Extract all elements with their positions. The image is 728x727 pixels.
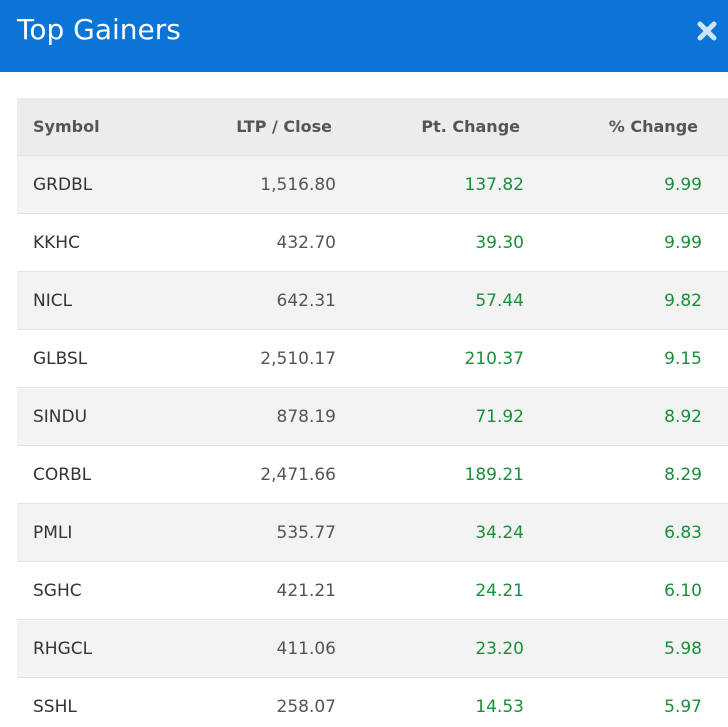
table-cell: 1,516.80 (260, 175, 336, 195)
table-row: SGHC 421.21 24.21 6.10 (17, 562, 728, 620)
table-cell: SINDU (33, 407, 88, 427)
table-row: GLBSL 2,510.17 210.37 9.15 (17, 330, 728, 388)
table-cell: 432.70 (276, 233, 336, 253)
table-cell: NICL (33, 291, 73, 311)
table-cell: 39.30 (475, 233, 524, 253)
column-header: Symbol (33, 117, 100, 136)
table-row: KKHC 432.70 39.30 9.99 (17, 214, 728, 272)
table-cell: 14.53 (475, 697, 524, 717)
table-cell: 421.21 (276, 581, 336, 601)
table-cell: 8.29 (664, 465, 702, 485)
table-cell: 258.07 (276, 697, 336, 717)
table-cell: 2,471.66 (260, 465, 336, 485)
header-bar: Top Gainers (0, 0, 728, 72)
table-cell: 6.10 (664, 581, 702, 601)
table-cell: 71.92 (475, 407, 524, 427)
table-cell: SSHL (33, 697, 77, 717)
table-cell: 24.21 (475, 581, 524, 601)
table-cell: 9.15 (664, 349, 702, 369)
table-cell: GLBSL (33, 349, 88, 369)
table-cell: 137.82 (464, 175, 524, 195)
table-cell: RHGCL (33, 639, 93, 659)
table-cell: 6.83 (664, 523, 702, 543)
column-header: LTP / Close (236, 117, 332, 136)
column-header: Pt. Change (421, 117, 520, 136)
table-cell: GRDBL (33, 175, 93, 195)
table-cell: 2,510.17 (260, 349, 336, 369)
table-row: GRDBL 1,516.80 137.82 9.99 (17, 156, 728, 214)
table-row: PMLI 535.77 34.24 6.83 (17, 504, 728, 562)
table-cell: 642.31 (276, 291, 336, 311)
table-cell: 210.37 (464, 349, 524, 369)
table: Symbol LTP / Close Pt. Change % Change GRDBL… (17, 98, 728, 727)
title: Top Gainers (17, 13, 181, 46)
table-cell: 34.24 (475, 523, 524, 543)
table-cell: 57.44 (475, 291, 524, 311)
table-row: NICL 642.31 57.44 9.82 (17, 272, 728, 330)
table-row: CORBL 2,471.66 189.21 8.29 (17, 446, 728, 504)
table-cell: KKHC (33, 233, 80, 253)
column-header: % Change (608, 117, 698, 136)
table-row: RHGCL 411.06 23.20 5.98 (17, 620, 728, 678)
table-cell: 5.98 (664, 639, 702, 659)
table-cell: PMLI (33, 523, 73, 543)
table-cell: 9.99 (664, 175, 702, 195)
table-cell: SGHC (33, 581, 82, 601)
table-cell: 23.20 (475, 639, 524, 659)
table-cell: CORBL (33, 465, 92, 485)
table-cell: 9.82 (664, 291, 702, 311)
table-cell: 189.21 (464, 465, 524, 485)
table-cell: 8.92 (664, 407, 702, 427)
table-row: SINDU 878.19 71.92 8.92 (17, 388, 728, 446)
header-row: Symbol LTP / Close Pt. Change % Change (17, 98, 728, 156)
table-cell: 9.99 (664, 233, 702, 253)
table-row: SSHL 258.07 14.53 5.97 (17, 678, 728, 727)
table-cell: 411.06 (276, 639, 336, 659)
table-cell: 878.19 (276, 407, 336, 427)
close-button[interactable] (696, 20, 718, 42)
table-cell: 535.77 (276, 523, 336, 543)
table-cell: 5.97 (664, 697, 702, 717)
